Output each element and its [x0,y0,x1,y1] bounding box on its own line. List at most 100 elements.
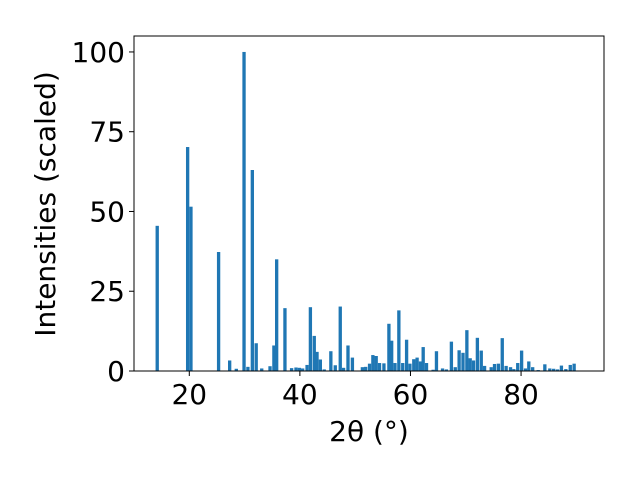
bar-1 [185,147,190,371]
bar-23 [318,359,322,371]
y-axis-ticks: 0 25 50 75 100 [72,36,134,388]
bar-7 [246,366,250,371]
bar-43 [404,339,409,371]
bar-4 [228,360,232,371]
bar-63 [482,365,487,371]
bar-24 [322,369,326,371]
bar-37 [382,363,386,371]
bar-33 [367,363,372,371]
bar-67 [500,338,504,371]
bar-19 [305,364,309,371]
bar-62 [479,350,483,371]
bar-25 [329,351,333,371]
bar-71 [516,363,520,371]
bar-6 [242,51,246,371]
bar-10 [260,368,264,371]
bar-21 [312,335,316,371]
y-tick-label-1: 25 [89,275,125,308]
bar-13 [275,259,279,371]
bar-56 [457,350,461,371]
x-axis-ticks: 20 40 60 80 [171,371,539,411]
bar-74 [527,361,531,371]
bar-50 [431,369,435,371]
x-tick-label-0: 20 [171,378,207,411]
bar-52 [440,368,445,371]
bar-34 [371,355,375,371]
bar-48 [421,347,425,371]
bar-35 [374,356,378,371]
y-tick-label-3: 75 [89,116,125,149]
plot-frame [133,35,605,372]
bar-9 [254,343,258,371]
bar-36 [377,363,382,371]
bar-54 [449,341,454,371]
x-tick-label-1: 40 [282,378,318,411]
bar-53 [444,369,449,371]
bar-16 [294,367,298,371]
bar-49 [424,363,429,371]
bar-15 [289,368,294,371]
bar-82 [564,369,568,371]
bar-47 [418,361,423,371]
bar-77 [543,364,547,371]
bar-78 [548,368,552,371]
y-tick-label-2: 50 [89,195,125,228]
bar-79 [552,368,556,371]
bar-11 [268,366,272,371]
bar-29 [346,345,350,371]
bar-64 [489,367,493,371]
bar-46 [415,357,419,371]
bar-80 [555,369,560,371]
bar-42 [401,363,405,371]
bar-75 [531,367,535,371]
bar-41 [397,310,401,371]
x-tick-label-3: 80 [503,378,539,411]
bar-28 [341,367,346,371]
bar-2 [189,206,193,371]
bar-20 [308,307,313,371]
bar-39 [390,340,394,371]
bar-44 [408,363,412,371]
bar-57 [461,352,465,371]
bar-38 [387,323,391,371]
bar-70 [512,369,516,371]
bar-65 [492,363,497,371]
bar-81 [559,365,564,371]
bar-60 [471,360,476,371]
bar-66 [496,363,501,371]
x-tick-label-2: 60 [393,378,429,411]
bar-59 [468,358,472,371]
bar-31 [360,367,365,371]
bar-17 [297,367,301,371]
bar-12 [272,345,276,371]
bar-61 [475,337,480,371]
bar-3 [216,252,221,371]
bar-22 [315,351,319,371]
bar-69 [508,367,513,371]
bar-30 [350,357,355,371]
bar-73 [523,368,528,371]
bar-8 [250,170,254,371]
bar-83 [568,364,572,371]
x-axis-label: 2θ (°) [329,415,409,448]
bar-40 [393,363,397,371]
bar-45 [412,359,416,371]
bar-84 [572,363,576,371]
bar-32 [364,366,368,371]
y-tick-label-0: 0 [107,355,125,388]
bars-group [155,51,576,371]
bar-0 [155,225,159,371]
y-tick-label-4: 100 [72,36,125,69]
bar-26 [333,365,337,371]
bar-5 [234,368,238,371]
bar-58 [465,330,469,371]
bar-55 [453,367,457,371]
bar-27 [338,306,342,371]
bar-14 [283,308,287,371]
bar-51 [434,351,439,371]
y-axis-label: Intensities (scaled) [29,71,62,337]
bar-72 [519,350,524,371]
